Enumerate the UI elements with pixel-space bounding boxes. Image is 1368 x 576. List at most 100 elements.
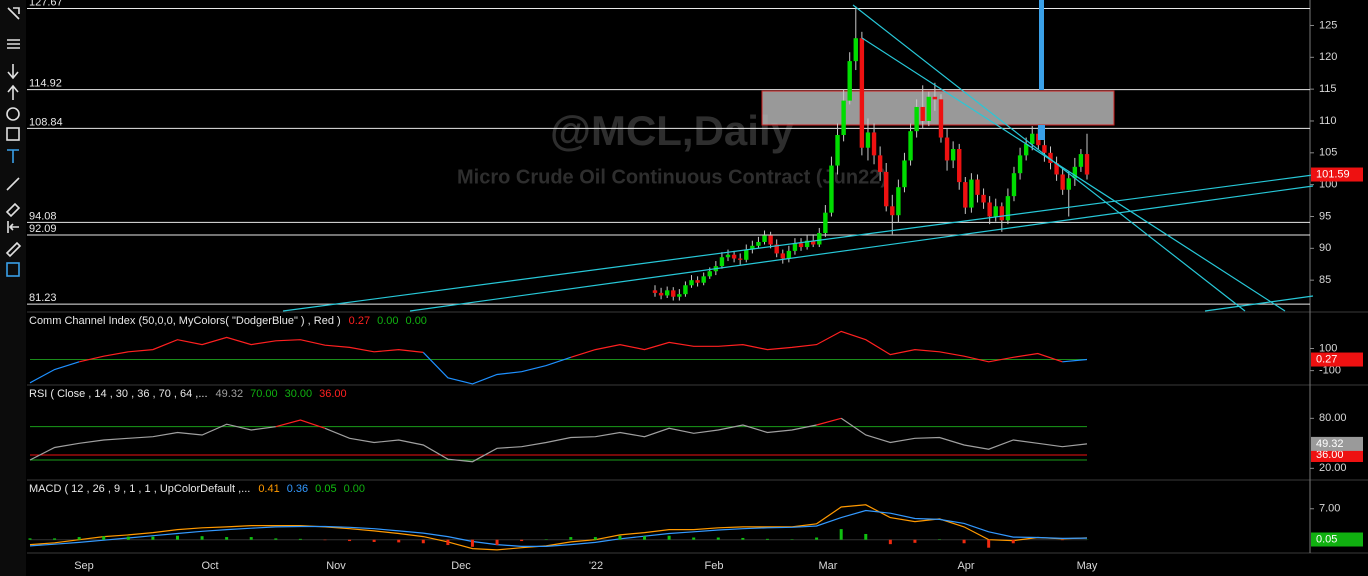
candle-body <box>744 249 749 260</box>
axes-layer <box>27 0 1368 554</box>
tool-icon[interactable] <box>5 241 22 258</box>
candle-body <box>1078 154 1084 167</box>
tool-icon[interactable] <box>7 39 20 49</box>
candle-body <box>786 250 792 259</box>
y-tick-label: -100 <box>1319 365 1341 377</box>
candle-body <box>798 243 804 248</box>
watermark-title: @MCL,Daily <box>550 107 795 154</box>
candle-body <box>841 100 846 135</box>
candle-body <box>926 96 932 121</box>
candle-body <box>1066 178 1071 190</box>
indicator-line <box>1062 358 1088 363</box>
candle-body <box>762 235 767 242</box>
candle-body <box>908 131 913 161</box>
tool-icon[interactable] <box>6 177 20 191</box>
x-tick-label: Nov <box>326 560 346 572</box>
histogram-bar <box>913 539 917 543</box>
candle-body <box>1054 163 1059 175</box>
indicator-line <box>324 424 817 463</box>
indicator-readout: 0.27 <box>349 315 370 327</box>
histogram-bar <box>520 539 524 542</box>
candle-body <box>859 38 865 148</box>
trend-line <box>282 174 1314 312</box>
candle-body <box>932 96 938 100</box>
watermark-subtitle: Micro Crude Oil Continuous Contract (Jun… <box>457 166 887 188</box>
candle-body <box>993 206 998 217</box>
indicator-line <box>29 361 80 384</box>
histogram-bar <box>765 538 769 540</box>
x-tick-label: '22 <box>589 560 603 572</box>
histogram-bar <box>716 537 720 540</box>
candle-body <box>969 179 974 208</box>
candle-body <box>695 280 700 283</box>
y-tick-label: 100 <box>1319 179 1337 191</box>
tool-icon[interactable] <box>6 127 20 141</box>
level-label: 108.84 <box>29 116 63 128</box>
indicator-line <box>29 509 1088 548</box>
price-box <box>1311 532 1363 547</box>
tool-icon[interactable] <box>7 64 19 80</box>
tool-icon[interactable] <box>7 149 19 163</box>
tool-icon[interactable] <box>7 7 20 20</box>
x-tick-label: Dec <box>451 560 471 572</box>
candle-body <box>658 292 664 296</box>
indicator-line <box>816 417 842 426</box>
candle-body <box>823 212 828 234</box>
candle-body <box>847 61 852 101</box>
candle-body <box>853 38 858 62</box>
candle-body <box>804 240 810 248</box>
candle-body <box>902 160 907 188</box>
candle-body <box>1072 166 1078 179</box>
candle-body <box>701 276 706 283</box>
histogram-bar <box>372 539 376 542</box>
candle-body <box>944 137 950 161</box>
candle-body <box>1060 174 1065 190</box>
indicator-readout: 30.00 <box>285 388 313 400</box>
candle-body <box>884 171 889 207</box>
candle-body <box>725 254 731 258</box>
histogram-bar <box>815 537 819 540</box>
candle-body <box>975 179 980 195</box>
indicator-line <box>422 351 571 385</box>
candle-body <box>774 244 779 254</box>
histogram-bar <box>864 533 868 540</box>
indicator-readout: 70.00 <box>250 388 278 400</box>
candle-body <box>877 155 883 172</box>
x-tick-label: Oct <box>201 560 218 572</box>
histogram-bar <box>692 537 696 540</box>
candle-body <box>671 290 676 297</box>
histogram-bar <box>77 537 81 540</box>
candle-body <box>1030 133 1035 144</box>
background-layer: @MCL,Daily Micro Crude Oil Continuous Co… <box>457 107 887 188</box>
candle-body <box>817 233 822 245</box>
indicator-readout: 36.00 <box>319 388 347 400</box>
y-tick-label: 100 <box>1319 342 1337 354</box>
candle-body <box>829 165 834 213</box>
histogram-bar <box>1011 539 1015 544</box>
histogram-bar <box>28 538 32 540</box>
tool-icon[interactable] <box>6 107 20 121</box>
candle-body <box>914 106 919 132</box>
candle-body <box>768 235 773 245</box>
tool-icon[interactable] <box>5 202 21 218</box>
y-tick-label: 110 <box>1319 115 1337 127</box>
tool-icon[interactable] <box>7 84 19 100</box>
indicator-readout: 0.41 <box>258 483 279 495</box>
price-box-label: 0.05 <box>1316 533 1337 545</box>
tool-icon[interactable] <box>6 262 20 277</box>
y-tick-label: 120 <box>1319 51 1337 63</box>
y-tick-label: 20.00 <box>1319 462 1347 474</box>
indicator-readout: 49.32 <box>216 388 244 400</box>
y-tick-label: 125 <box>1319 19 1337 31</box>
indicator-line <box>570 330 1063 363</box>
candle-body <box>938 99 944 138</box>
histogram-bar <box>298 538 302 540</box>
level-label: 94.08 <box>29 210 57 222</box>
indicator-readout: 0.00 <box>344 483 365 495</box>
candle-body <box>683 285 688 295</box>
candle-body <box>1005 196 1011 221</box>
histogram-bar <box>102 536 106 540</box>
histogram-bar <box>53 538 57 540</box>
tool-icon[interactable] <box>7 221 19 233</box>
histogram-bar <box>348 539 352 542</box>
